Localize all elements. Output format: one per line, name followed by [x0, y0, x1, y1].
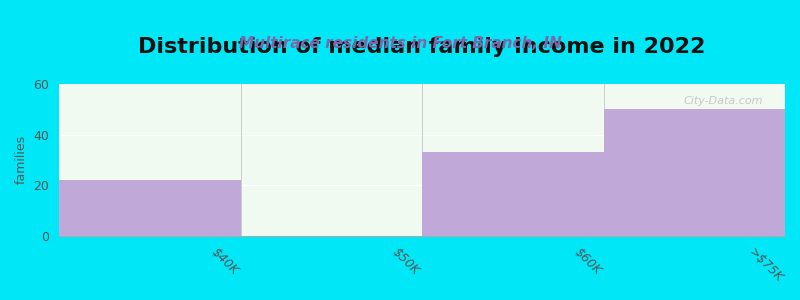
- Text: Multirace residents in Fort Branch, IN: Multirace residents in Fort Branch, IN: [238, 36, 562, 51]
- Y-axis label: families: families: [15, 135, 28, 184]
- Text: City-Data.com: City-Data.com: [684, 96, 763, 106]
- Bar: [59, 180, 241, 236]
- Bar: [422, 152, 603, 236]
- Title: Distribution of median family income in 2022: Distribution of median family income in …: [138, 38, 706, 57]
- Bar: [603, 109, 785, 236]
